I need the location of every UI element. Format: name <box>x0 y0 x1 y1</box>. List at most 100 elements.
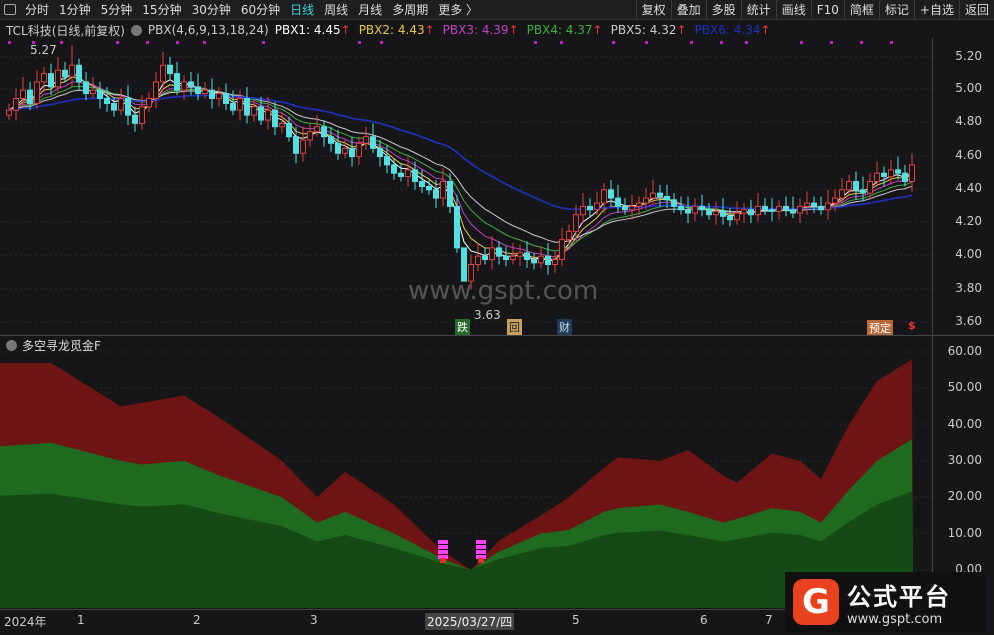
pink-signal <box>438 555 448 559</box>
candle <box>69 45 75 87</box>
toolbar-button-0[interactable]: 复权 <box>635 0 671 20</box>
candle <box>447 173 453 214</box>
price-tick: 4.20 <box>955 214 982 228</box>
pbx-line-1 <box>8 72 913 262</box>
indicator-info-bar: TCL科技(日线,前复权) PBX(4,6,9,13,18,24) PBX1: … <box>0 21 930 39</box>
toolbar: 分时 1分钟 5分钟 15分钟 30分钟 60分钟 日线 周线 月线 多周期 更多 〉 复权 叠加 多股… <box>0 0 994 20</box>
candle <box>55 57 61 94</box>
candle <box>720 198 726 225</box>
period-tab-8[interactable]: 月线 <box>358 3 383 17</box>
marker-dot <box>890 41 893 44</box>
toolbar-button-2[interactable]: 多股 <box>705 0 741 20</box>
signal-yuding: 预定 <box>867 320 893 336</box>
signal-hui: 回 <box>507 319 522 335</box>
candle <box>244 86 250 124</box>
sub-tick: 20.00 <box>947 489 982 504</box>
toolbar-button-3[interactable]: 统计 <box>740 0 776 20</box>
marker-dot <box>358 41 361 44</box>
period-tab-6[interactable]: 日线 <box>290 3 315 17</box>
indicator-settings-icon[interactable] <box>6 340 17 351</box>
candle <box>503 246 509 267</box>
candle <box>307 123 313 147</box>
indicator-settings-icon[interactable] <box>130 24 142 36</box>
candle <box>762 198 768 215</box>
pbx-label: PBX6: 4.34 <box>694 23 761 37</box>
candle <box>804 191 810 215</box>
toolbar-button-1[interactable]: 叠加 <box>670 0 706 20</box>
candle <box>671 193 677 214</box>
candle <box>286 116 292 142</box>
candle <box>650 179 656 204</box>
toolbar-button-7[interactable]: 标记 <box>878 0 914 20</box>
period-tab-1[interactable]: 1分钟 <box>59 3 91 17</box>
candle <box>384 144 390 174</box>
candle <box>727 208 733 227</box>
candle <box>265 96 271 131</box>
period-tab-9[interactable]: 多周期 <box>392 3 429 17</box>
candle <box>426 179 432 195</box>
candle <box>321 120 327 147</box>
pink-signal <box>476 550 486 554</box>
candle <box>517 244 523 267</box>
period-tab-0[interactable]: 分时 <box>25 3 50 17</box>
x-tick: 5 <box>572 613 580 627</box>
toolbar-button-8[interactable]: +自选 <box>913 0 959 20</box>
candle <box>888 159 894 185</box>
pbx-value-4: PBX4: 4.37↑ <box>527 23 603 37</box>
candle <box>496 241 502 265</box>
candle <box>251 100 257 122</box>
candle <box>405 156 411 187</box>
marker-dot <box>534 41 537 44</box>
period-tab-4[interactable]: 30分钟 <box>191 3 231 17</box>
pbx-label: PBX3: 4.39 <box>442 23 509 37</box>
toolbar-button-9[interactable]: 返回 <box>958 0 994 20</box>
price-chart[interactable] <box>0 38 932 338</box>
candle <box>769 198 775 222</box>
candle <box>230 90 236 116</box>
candle <box>433 179 439 209</box>
candle <box>349 136 355 167</box>
pbx-value-2: PBX2: 4.43↑ <box>359 23 435 37</box>
logo-g-icon: G <box>793 579 839 625</box>
candle <box>678 196 684 215</box>
candle <box>335 130 341 160</box>
toolbar-button-6[interactable]: 简框 <box>843 0 879 20</box>
candle <box>195 73 201 101</box>
candle <box>76 58 82 91</box>
candle <box>132 106 138 132</box>
candle <box>622 198 628 215</box>
sub-indicator-chart[interactable] <box>0 350 932 608</box>
candle <box>755 193 761 222</box>
candle <box>629 194 635 220</box>
high-label: 5.27 <box>30 43 57 57</box>
candle <box>377 140 383 167</box>
marker-dot <box>32 41 35 44</box>
sub-tick: 60.00 <box>947 344 982 358</box>
candle <box>300 126 306 162</box>
candle <box>839 178 845 205</box>
period-tab-5[interactable]: 60分钟 <box>240 3 281 17</box>
period-tab-10[interactable]: 更多 〉 <box>438 3 479 17</box>
signal-dollar: $ <box>908 319 916 332</box>
period-tab-3[interactable]: 15分钟 <box>142 3 182 17</box>
sub-tick: 50.00 <box>947 380 982 395</box>
price-tick: 4.60 <box>955 148 982 162</box>
candle <box>559 227 565 267</box>
candle <box>545 242 551 275</box>
gspt-logo: G 公式平台 www.gspt.com <box>785 572 985 632</box>
marker-dot <box>690 41 693 44</box>
up-arrow-icon: ↑ <box>760 23 771 37</box>
candle <box>223 83 229 111</box>
toolbar-button-5[interactable]: F10 <box>810 0 844 20</box>
period-tab-7[interactable]: 周线 <box>324 3 349 17</box>
candle <box>342 140 348 159</box>
candle <box>881 166 887 187</box>
panel-toggle-icon[interactable] <box>4 4 16 15</box>
candle <box>181 75 187 101</box>
candle <box>20 76 26 107</box>
candle <box>664 184 670 209</box>
candle <box>482 247 488 265</box>
price-tick: 3.60 <box>955 314 982 328</box>
toolbar-button-4[interactable]: 画线 <box>775 0 811 20</box>
period-tab-2[interactable]: 5分钟 <box>100 3 133 17</box>
